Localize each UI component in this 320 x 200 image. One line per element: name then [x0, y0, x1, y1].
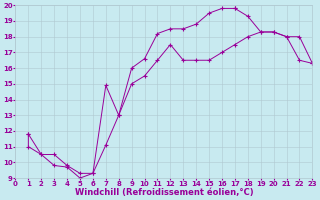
X-axis label: Windchill (Refroidissement éolien,°C): Windchill (Refroidissement éolien,°C): [75, 188, 253, 197]
